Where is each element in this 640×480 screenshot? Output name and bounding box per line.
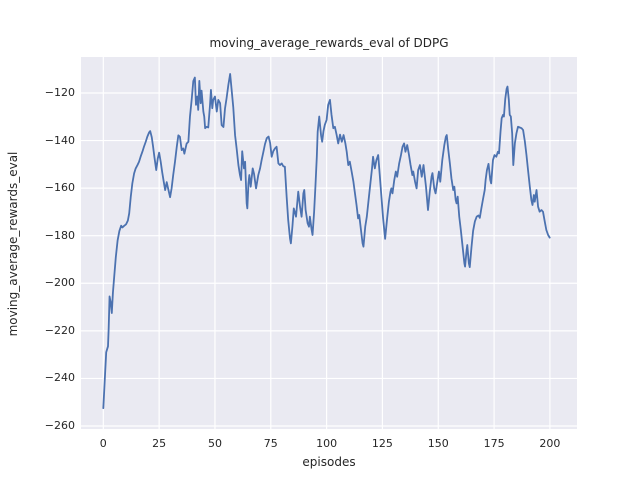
plot-area xyxy=(81,57,577,429)
y-tick-label: −240 xyxy=(44,371,75,385)
x-tick-label: 50 xyxy=(207,437,222,450)
x-tick-label: 75 xyxy=(263,437,278,450)
chart-title: moving_average_rewards_eval of DDPG xyxy=(209,36,449,50)
x-tick-label: 175 xyxy=(483,437,505,450)
data-line xyxy=(102,73,551,410)
y-tick-label: −120 xyxy=(44,85,75,99)
x-tick-label: 125 xyxy=(371,437,393,450)
x-tick-label: 150 xyxy=(427,437,449,450)
y-axis-label: moving_average_rewards_eval xyxy=(6,151,20,337)
y-tick-label: −200 xyxy=(44,276,75,290)
grid xyxy=(81,57,577,429)
x-tick-label: 100 xyxy=(316,437,338,450)
x-tick-label: 0 xyxy=(99,437,107,450)
y-tick-label: −260 xyxy=(44,419,75,432)
y-tick-label: −160 xyxy=(44,181,75,195)
y-tick-label: −220 xyxy=(44,323,75,337)
y-tick-label: −140 xyxy=(44,133,75,147)
x-tick-label: 200 xyxy=(539,437,561,450)
y-tick-label: −180 xyxy=(44,228,75,242)
x-tick-label: 25 xyxy=(152,437,167,450)
plot-canvas xyxy=(81,57,577,429)
x-axis-label: episodes xyxy=(302,455,356,469)
